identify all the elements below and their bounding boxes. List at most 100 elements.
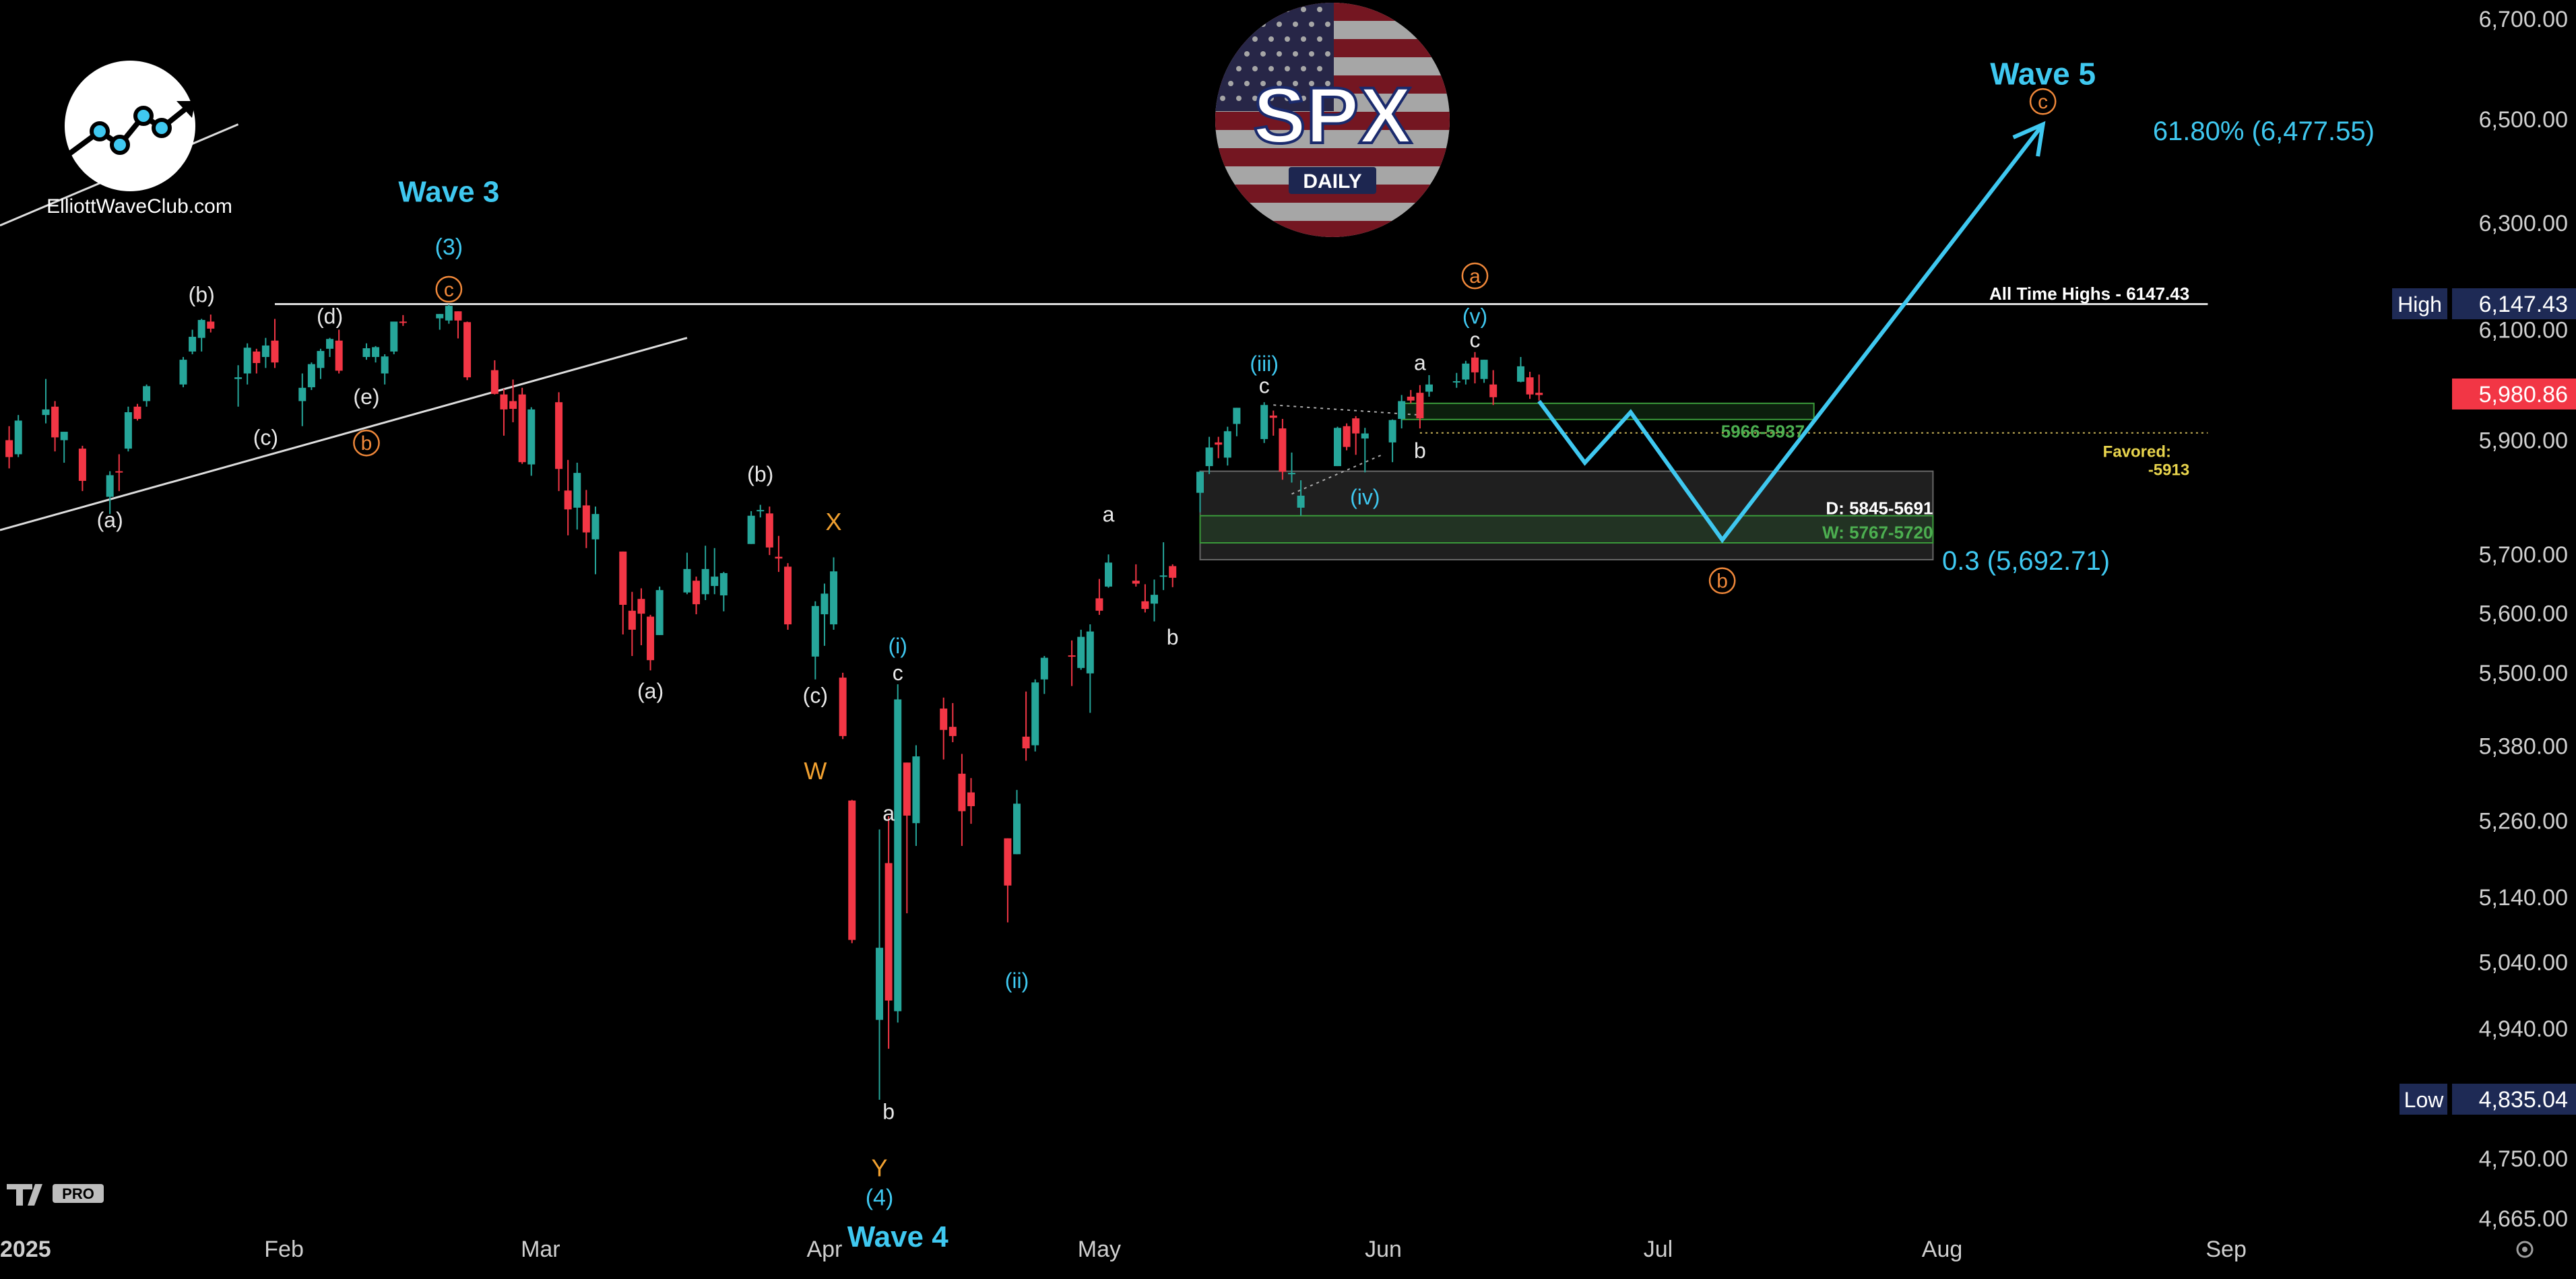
- candle: [564, 459, 572, 535]
- brand-arrow-icon: [176, 101, 195, 118]
- logo-subtitle-box: [1289, 167, 1376, 194]
- candle-body: [124, 412, 132, 449]
- candle-body: [1040, 657, 1048, 680]
- candle: [1004, 838, 1012, 923]
- candle-body: [518, 394, 526, 463]
- candle-body: [463, 322, 472, 378]
- wave-label: (a): [97, 508, 123, 532]
- candle-body: [335, 340, 343, 371]
- candle: [967, 778, 975, 824]
- candle: [912, 745, 920, 846]
- candle: [106, 471, 114, 515]
- candle-body: [1159, 575, 1167, 577]
- levels-layer: [274, 302, 2208, 434]
- time-tick-label: Mar: [521, 1237, 560, 1262]
- candle-body: [1516, 366, 1524, 382]
- candle-body: [1205, 447, 1213, 467]
- wave-label: Wave 5: [1990, 57, 2096, 92]
- candle: [1489, 370, 1498, 405]
- candle: [903, 762, 911, 913]
- candle: [179, 357, 187, 387]
- wave-label: W: 5767-5720: [1822, 523, 1933, 543]
- candle-body: [1151, 595, 1159, 604]
- candle-body: [115, 471, 123, 473]
- price-tick-label: 6,500.00: [2479, 107, 2568, 133]
- low-value: 4,835.04: [2479, 1087, 2568, 1113]
- candle-body: [1132, 581, 1140, 584]
- candle: [124, 406, 132, 452]
- brand-logo[interactable]: ElliottWaveClub.com: [46, 61, 232, 218]
- price-tick-label: 4,665.00: [2479, 1206, 2568, 1232]
- candle-body: [884, 863, 893, 1001]
- candle: [1343, 423, 1351, 451]
- brand-dot-icon: [90, 121, 110, 141]
- candle-body: [1086, 631, 1094, 674]
- candle: [1462, 360, 1470, 385]
- time-axis[interactable]: 2025 Feb Mar Apr May Jun Jul Aug Sep: [0, 1237, 2247, 1262]
- wave-label: 5966-5937: [1721, 421, 1805, 441]
- candle: [582, 490, 590, 548]
- wave-label: b: [1167, 625, 1179, 649]
- candle: [307, 362, 315, 391]
- projection-arrowhead: [2012, 121, 2046, 157]
- wave-label: Y: [872, 1154, 888, 1181]
- candle: [1416, 385, 1424, 429]
- settings-gear-icon[interactable]: [2516, 1241, 2534, 1258]
- candle: [1398, 395, 1406, 429]
- candle-body: [564, 490, 572, 510]
- candle-body: [848, 800, 856, 940]
- brand-logo-circle: [65, 61, 195, 191]
- wave-label-circle: [1708, 567, 1736, 595]
- price-tick-label: 5,380.00: [2479, 733, 2568, 759]
- candle-body: [1297, 495, 1305, 508]
- candle-body: [1105, 562, 1113, 587]
- candle: [637, 588, 645, 645]
- time-tick-label: 2025: [0, 1237, 51, 1262]
- candle-body: [490, 370, 498, 394]
- candle: [1361, 428, 1369, 473]
- candle-body: [390, 321, 398, 352]
- wave-label: (ii): [1005, 969, 1029, 993]
- wave-label: (b): [189, 283, 215, 307]
- annotations-layer: Wave 3 (3) c (b) (d) (e) b (c) (a) (b) X (a) (c) W (i)…: [97, 57, 2375, 1253]
- candle-body: [967, 792, 975, 806]
- candle: [894, 684, 902, 1023]
- wave-label: b: [1716, 570, 1728, 593]
- candle: [1159, 542, 1167, 591]
- low-label: Low: [2404, 1088, 2445, 1112]
- wave-label: W: [804, 757, 827, 785]
- candle: [1352, 416, 1360, 455]
- candle-body: [619, 551, 627, 605]
- price-tick-label: 6,300.00: [2479, 211, 2568, 236]
- candle: [1068, 640, 1076, 686]
- price-tick-label: 6,100.00: [2479, 318, 2568, 343]
- candle: [234, 365, 243, 407]
- wave-label: (v): [1462, 304, 1487, 329]
- candle-body: [811, 605, 819, 657]
- wave-label: (i): [889, 634, 907, 658]
- candle-body: [591, 514, 600, 539]
- candle: [1388, 419, 1396, 463]
- price-axis[interactable]: 6,700.00 6,500.00 6,300.00 6,100.00 5,900.00…: [2479, 7, 2568, 1232]
- candle: [719, 572, 728, 612]
- wave-label: X: [826, 508, 842, 535]
- candle-body: [1407, 396, 1415, 401]
- candle: [14, 415, 22, 457]
- candle-body: [747, 515, 755, 544]
- candle: [820, 583, 829, 646]
- candle: [647, 614, 655, 671]
- wave-label: (4): [866, 1185, 894, 1210]
- candle: [1095, 579, 1103, 615]
- candle: [78, 445, 86, 492]
- wave-label: (d): [317, 304, 343, 329]
- wave-label: c: [2038, 91, 2048, 113]
- candle-body: [820, 593, 829, 615]
- candle: [115, 454, 123, 492]
- candle: [518, 387, 526, 464]
- high-value: 6,147.43: [2479, 292, 2568, 317]
- candle: [876, 829, 884, 1100]
- candle-body: [1004, 838, 1012, 886]
- candle: [811, 601, 819, 680]
